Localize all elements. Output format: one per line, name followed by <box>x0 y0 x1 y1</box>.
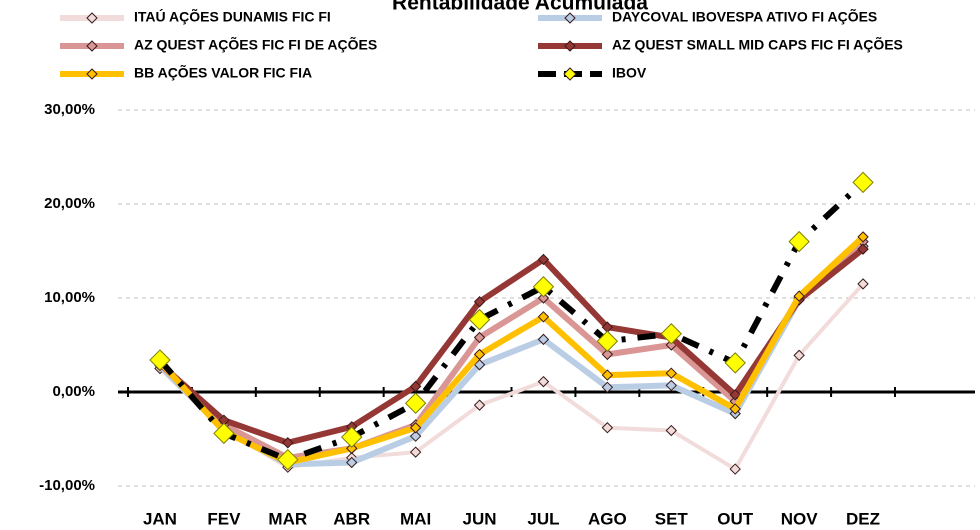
legend-marker <box>86 12 98 24</box>
series-marker <box>724 352 746 374</box>
legend-label: BB AÇÕES VALOR FIC FIA <box>134 64 312 81</box>
series-marker <box>346 442 358 455</box>
x-tick-label: NOV <box>781 509 819 528</box>
series-marker <box>537 375 550 388</box>
series-marker <box>346 456 358 469</box>
legend-marker <box>563 67 577 81</box>
series-marker <box>793 290 805 302</box>
series-marker <box>537 253 550 266</box>
series-marker <box>660 323 682 345</box>
series-marker <box>601 381 614 394</box>
series-marker <box>857 278 869 290</box>
series-marker <box>213 422 235 445</box>
y-tick-label: 0,00% <box>52 383 95 400</box>
legend-label: AZ QUEST SMALL MID CAPS FIC FI AÇÕES <box>612 36 903 53</box>
x-tick-label: JUL <box>527 509 559 528</box>
x-tick-label: MAI <box>400 509 431 528</box>
x-tick-label: SET <box>655 509 689 528</box>
series-marker <box>665 424 677 437</box>
legend-label: ITAÚ AÇÕES DUNAMIS FIC FI <box>134 8 331 25</box>
series-marker <box>282 437 294 449</box>
chart-title: Rentabilidade Acumulada <box>392 0 648 15</box>
series-marker <box>473 348 486 361</box>
series-marker <box>409 422 422 434</box>
legend-label: DAYCOVAL IBOVESPA ATIVO FI AÇÕES <box>612 8 877 25</box>
series-marker <box>149 349 171 371</box>
series-line <box>157 180 866 463</box>
series-marker <box>729 403 741 415</box>
series-marker <box>409 430 422 442</box>
x-tick-label: MAR <box>268 509 307 528</box>
x-tick-label: JUN <box>463 509 497 528</box>
series-marker <box>473 399 486 411</box>
series-marker <box>729 389 741 401</box>
legend-label: IBOV <box>612 65 647 81</box>
series-marker <box>793 349 805 362</box>
series-marker <box>537 292 550 304</box>
legend-marker <box>86 68 98 80</box>
series-marker <box>409 446 422 458</box>
series-marker <box>665 367 677 379</box>
y-tick-label: 10,00% <box>44 289 95 306</box>
x-tick-label: FEV <box>207 509 241 528</box>
series-marker <box>409 380 422 393</box>
series-marker <box>468 308 491 331</box>
series-marker <box>601 422 614 434</box>
series-marker <box>537 311 550 323</box>
y-tick-label: -10,00% <box>39 477 95 494</box>
series-marker <box>404 392 427 414</box>
series-line <box>157 246 865 446</box>
series-marker <box>729 463 741 475</box>
series-marker <box>473 296 486 308</box>
series-marker <box>341 426 363 448</box>
series-marker <box>601 369 614 381</box>
x-tick-label: OUT <box>717 509 754 528</box>
x-tick-label: ABR <box>333 509 370 528</box>
series-marker <box>665 379 677 392</box>
series-marker <box>532 276 555 298</box>
series-marker <box>537 333 550 346</box>
series-marker <box>473 359 486 371</box>
x-tick-label: JAN <box>143 509 177 528</box>
series-marker <box>852 171 874 194</box>
y-tick-label: 30,00% <box>44 101 95 118</box>
x-tick-label: DEZ <box>846 509 880 528</box>
series-marker <box>277 448 299 471</box>
series-marker <box>596 330 619 352</box>
series-marker <box>857 243 869 255</box>
legend-marker <box>86 40 98 52</box>
series-marker <box>601 348 614 361</box>
series-marker <box>473 331 486 344</box>
x-tick-label: AGO <box>588 509 627 528</box>
series-marker <box>788 230 810 253</box>
legend-label: AZ QUEST AÇÕES FIC FI DE AÇÕES <box>134 36 377 53</box>
legend-marker <box>564 40 576 52</box>
y-tick-label: 20,00% <box>44 195 95 212</box>
series-marker <box>857 231 869 243</box>
legend-marker <box>564 12 576 24</box>
